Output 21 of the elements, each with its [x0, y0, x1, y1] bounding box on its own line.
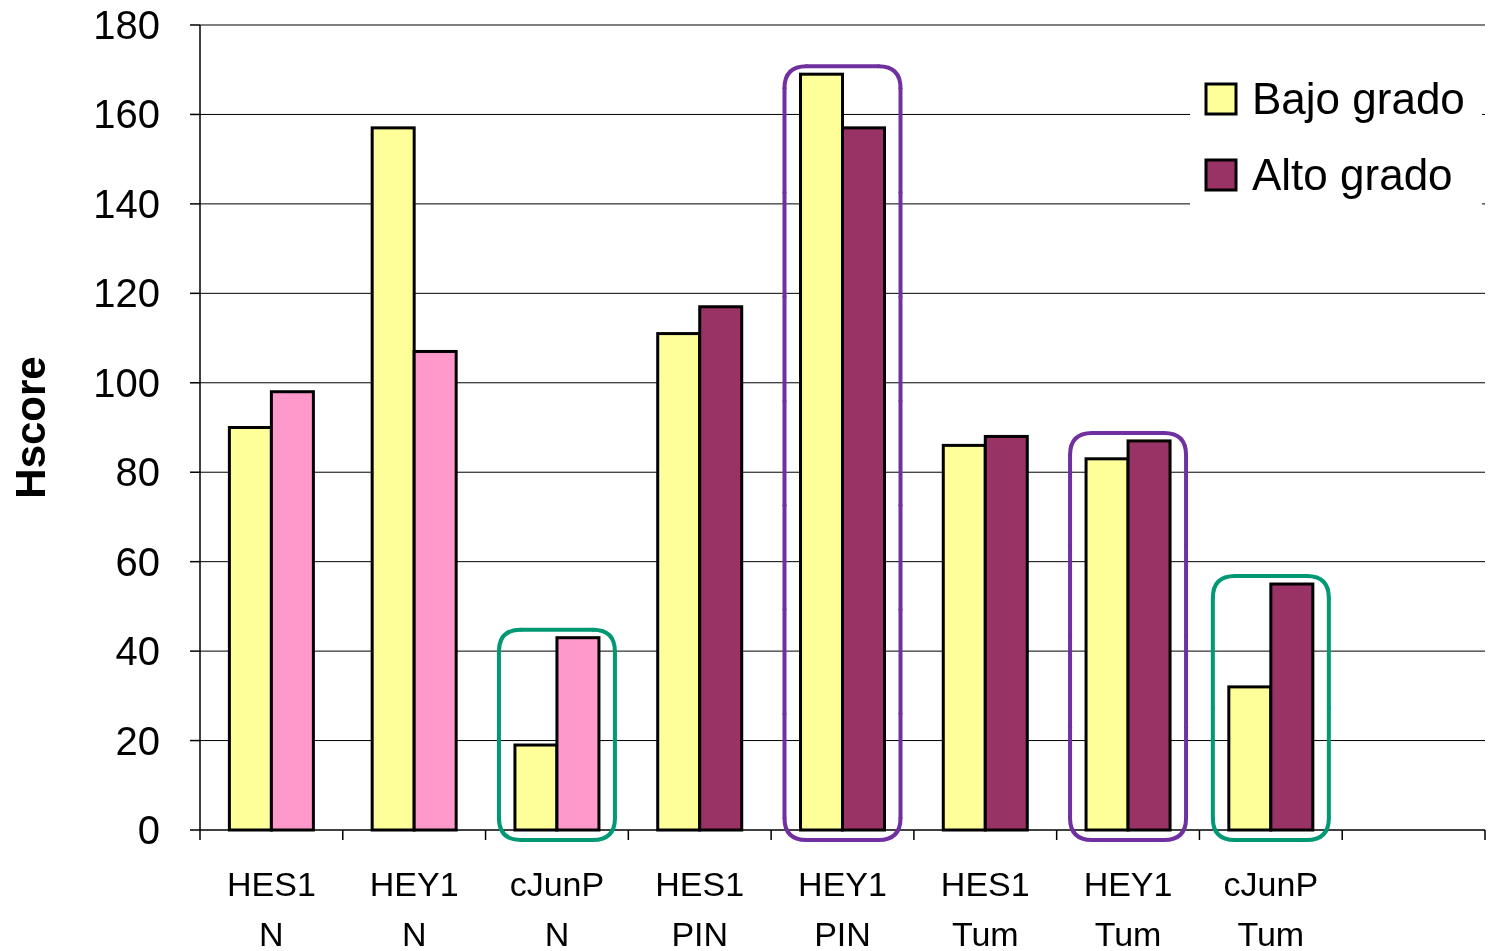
legend-label: Bajo grado	[1252, 74, 1465, 124]
y-tick-label: 100	[93, 360, 160, 405]
x-tick-label: HES1 N	[226, 865, 316, 951]
y-tick-label: 80	[115, 450, 160, 495]
y-axis-title: Hscore	[7, 356, 54, 499]
x-tick-label: HEY1 PIN	[798, 865, 887, 951]
y-tick-label: 180	[93, 3, 160, 47]
x-tick-label: HES1 PIN	[655, 865, 745, 951]
y-tick-label: 120	[93, 271, 160, 316]
y-tick-label: 60	[115, 539, 160, 584]
x-tick-label: HEY1 Tum	[1083, 865, 1173, 951]
x-tick-label: cJunP N	[509, 865, 605, 951]
y-tick-label: 160	[93, 92, 160, 137]
x-tick-label: cJunP Tum	[1223, 865, 1319, 951]
x-tick-label: HES1 Tum	[940, 865, 1030, 951]
x-tick-label: HEY1 N	[369, 865, 459, 951]
legend-label: Alto grado	[1252, 150, 1453, 200]
y-tick-label: 0	[137, 808, 160, 852]
y-tick-label: 140	[93, 181, 160, 226]
y-tick-label: 40	[115, 629, 160, 674]
y-tick-label: 20	[115, 718, 160, 763]
